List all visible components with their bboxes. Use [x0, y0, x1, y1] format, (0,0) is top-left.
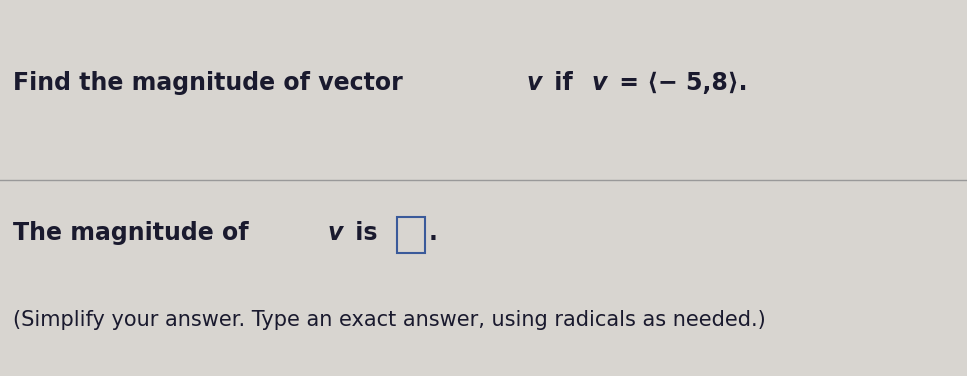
Text: v: v: [591, 71, 606, 95]
Text: (Simplify your answer. Type an exact answer, using radicals as needed.): (Simplify your answer. Type an exact ans…: [13, 309, 765, 330]
Text: Find the magnitude of vector: Find the magnitude of vector: [13, 71, 411, 95]
Text: The magnitude of: The magnitude of: [13, 221, 256, 245]
Text: .: .: [428, 221, 437, 245]
Bar: [397, 217, 425, 253]
Text: is: is: [347, 221, 386, 245]
Text: v: v: [526, 71, 542, 95]
Text: = ⟨− 5,8⟩.: = ⟨− 5,8⟩.: [611, 71, 747, 95]
Text: if: if: [546, 71, 581, 95]
Text: v: v: [327, 221, 342, 245]
